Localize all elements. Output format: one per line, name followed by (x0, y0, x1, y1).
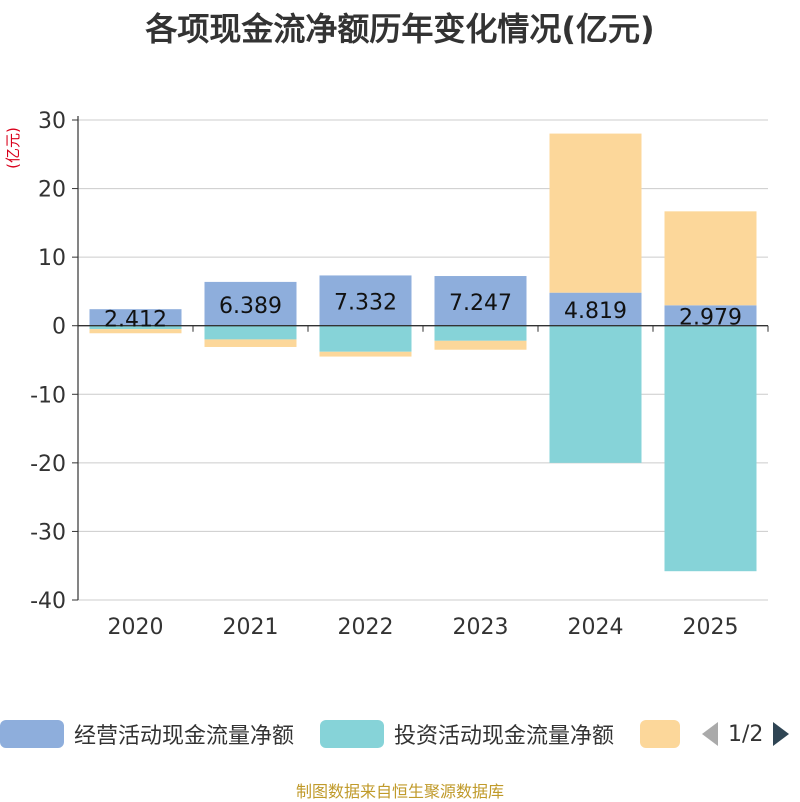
x-tick-label: 2023 (453, 615, 509, 640)
y-axis-label: (亿元) (4, 127, 22, 169)
data-label: 7.332 (334, 291, 397, 316)
legend-pager: 1/2 (700, 716, 791, 752)
chart-title: 各项现金流净额历年变化情况(亿元) (145, 10, 655, 48)
bar-series (89, 133, 757, 572)
y-tick-label: -30 (30, 520, 66, 545)
bar-operating (664, 305, 757, 326)
gridlines (78, 119, 768, 601)
bar-operating (434, 276, 527, 326)
prev-page-icon[interactable] (700, 720, 720, 748)
next-page-icon[interactable] (771, 720, 791, 748)
bar-operating (204, 281, 297, 326)
bar-investing (319, 325, 412, 352)
legend-item-financing[interactable] (640, 716, 680, 752)
data-label: 2.979 (679, 306, 742, 331)
bar-financing (664, 211, 757, 306)
data-label: 7.247 (449, 291, 512, 316)
axes: 30 20 10 0 -10 -20 -30 -40 2020 2021 2022 2023 2024 2… (30, 109, 769, 640)
y-tick-label: 30 (38, 109, 66, 134)
bar-chart: 30 20 10 0 -10 -20 -30 -40 2020 2021 2022 2023 2024 2… (4, 109, 769, 640)
bar-investing (204, 325, 297, 340)
bar-financing (434, 340, 527, 350)
data-label: 2.412 (104, 307, 167, 332)
legend-swatch-financing (640, 720, 680, 748)
legend: 经营活动现金流量净额 投资活动现金流量净额 1/2 (0, 716, 800, 756)
bar-financing (549, 133, 642, 293)
x-tick-label: 2021 (223, 615, 279, 640)
legend-swatch-investing (320, 720, 384, 748)
bar-investing (549, 325, 642, 463)
bar-investing (664, 325, 757, 572)
bar-operating (549, 292, 642, 326)
x-tick-label: 2024 (568, 615, 624, 640)
y-tick-label: -10 (30, 383, 66, 408)
x-tick-label: 2025 (683, 615, 739, 640)
data-labels: 2.412 6.389 7.332 7.247 4.819 2.979 (104, 291, 742, 333)
data-label: 6.389 (219, 294, 282, 319)
y-tick-label: -40 (30, 589, 66, 614)
bar-financing (319, 351, 412, 357)
data-label: 4.819 (564, 299, 627, 324)
y-tick-label: -20 (30, 452, 66, 477)
legend-page-text: 1/2 (728, 721, 764, 747)
legend-label-investing: 投资活动现金流量净额 (394, 724, 615, 749)
legend-swatch-operating (0, 720, 64, 748)
bar-financing (204, 339, 297, 347)
y-tick-label: 10 (38, 246, 66, 271)
bar-investing (434, 325, 527, 341)
legend-item-operating[interactable]: 经营活动现金流量净额 (0, 716, 294, 752)
x-tick-label: 2022 (338, 615, 394, 640)
x-tick-label: 2020 (108, 615, 164, 640)
legend-label-operating: 经营活动现金流量净额 (74, 724, 295, 749)
bar-operating (319, 275, 412, 326)
data-source-footer: 制图数据来自恒生聚源数据库 (295, 782, 504, 801)
bar-financing (89, 329, 182, 334)
y-tick-label: 0 (52, 315, 66, 340)
y-tick-label: 20 (38, 178, 66, 203)
bar-investing (89, 325, 182, 330)
bar-operating (89, 309, 182, 326)
legend-item-investing[interactable]: 投资活动现金流量净额 (320, 716, 614, 752)
